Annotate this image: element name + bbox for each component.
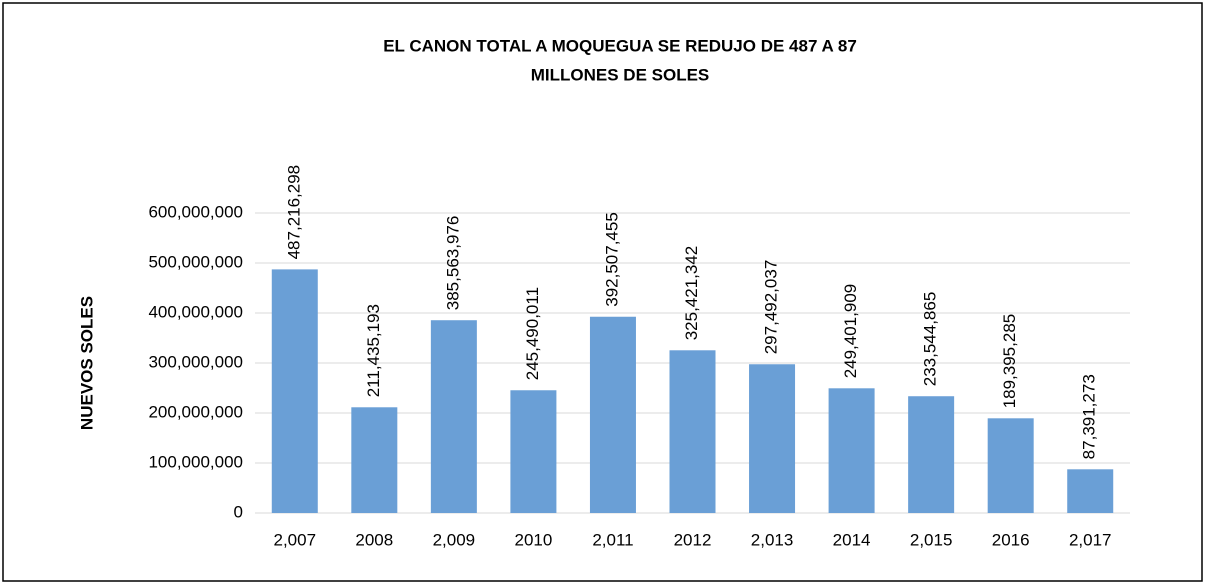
y-tick-label: 500,000,000	[148, 252, 243, 271]
x-tick-label: 2012	[674, 530, 712, 549]
data-label: 297,492,037	[762, 260, 781, 355]
x-tick-label: 2,011	[592, 530, 633, 549]
bar	[430, 320, 477, 513]
data-label: 245,490,011	[523, 287, 542, 380]
x-tick-label: 2,013	[751, 530, 794, 549]
data-label: 385,563,976	[443, 216, 462, 311]
bar	[1067, 469, 1114, 513]
y-tick-label: 200,000,000	[148, 402, 243, 421]
x-tick-label: 2,007	[273, 530, 316, 549]
bar	[589, 316, 636, 513]
chart-title: MILLONES DE SOLES	[531, 65, 710, 84]
x-tick-label: 2,015	[910, 530, 953, 549]
bar	[908, 396, 955, 513]
bar	[669, 350, 716, 513]
x-tick-label: 2,017	[1069, 530, 1112, 549]
data-label: 392,507,455	[602, 212, 621, 307]
chart-title: EL CANON TOTAL A MOQUEGUA SE REDUJO DE 4…	[383, 36, 857, 55]
data-label: 249,401,909	[841, 284, 860, 379]
y-tick-label: 100,000,000	[148, 452, 243, 471]
data-label: 87,391,273	[1080, 374, 1099, 459]
x-tick-label: 2016	[992, 530, 1030, 549]
x-tick-label: 2008	[355, 530, 393, 549]
data-label: 189,395,285	[1000, 314, 1019, 409]
data-label: 233,544,865	[921, 292, 940, 387]
bar	[828, 388, 875, 513]
data-label: 325,421,342	[682, 246, 701, 341]
data-label: 211,435,193	[364, 304, 383, 397]
x-tick-label: 2,009	[433, 530, 476, 549]
bar	[351, 407, 398, 513]
x-tick-label: 2014	[833, 530, 871, 549]
x-tick-label: 2010	[514, 530, 552, 549]
bar	[510, 390, 557, 513]
data-label: 487,216,298	[284, 165, 303, 260]
y-axis-label: NUEVOS SOLES	[77, 296, 96, 430]
y-tick-label: 300,000,000	[148, 352, 243, 371]
y-tick-label: 0	[234, 502, 243, 521]
bar	[271, 269, 318, 513]
bar	[987, 418, 1034, 513]
y-tick-label: 400,000,000	[148, 302, 243, 321]
y-tick-label: 600,000,000	[148, 202, 243, 221]
bar	[749, 364, 796, 513]
